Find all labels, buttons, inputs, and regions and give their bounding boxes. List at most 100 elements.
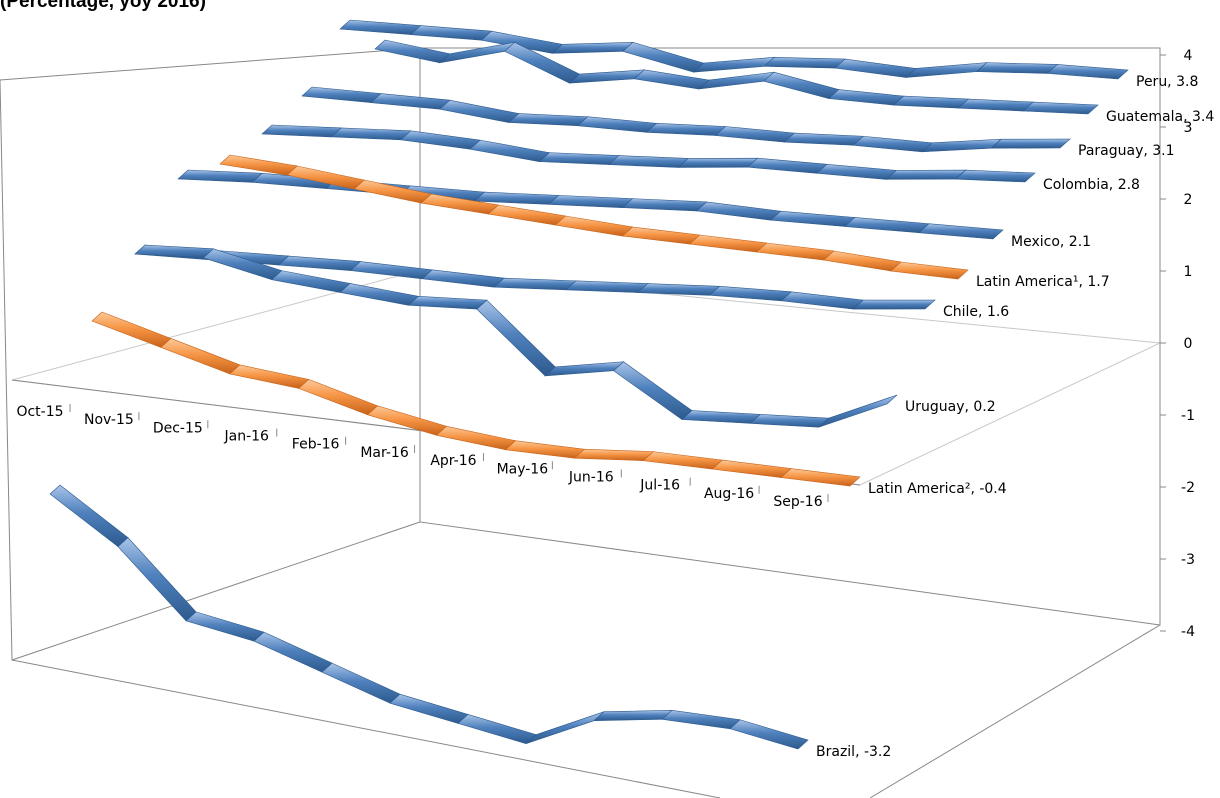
ribbon-segment (714, 126, 796, 143)
ribbon-segment (780, 468, 861, 487)
ribbon-segment (565, 280, 649, 293)
ribbon-segment (783, 132, 865, 146)
series-ribbons (49, 19, 1129, 750)
series-ribbon-6 (134, 244, 936, 310)
chart-title: (Percentage, yoy 2016) (0, 0, 206, 12)
ribbon-segment (695, 201, 782, 221)
series-label: Latin America¹, 1.7 (976, 274, 1110, 290)
ribbon-segment (692, 56, 776, 73)
ribbon-segment (749, 414, 830, 428)
ribbon-segment (277, 255, 362, 271)
ribbon-segment (439, 99, 520, 123)
ribbon-segment (918, 223, 1004, 240)
series-label: Paraguay, 3.1 (1078, 143, 1175, 159)
ribbon-segment (229, 364, 310, 389)
value-gridlines (1160, 54, 1166, 632)
category-tick-label: Nov-15 (84, 412, 134, 428)
ribbon-segment (435, 425, 517, 451)
ribbon-segment (253, 631, 333, 673)
ribbon-segment (339, 283, 420, 306)
ribbon-segment (438, 41, 516, 64)
floor-front-edge (11, 659, 721, 798)
ribbon-segment (117, 537, 197, 622)
ribbon-segment (177, 169, 263, 183)
series-ribbon-8 (91, 311, 861, 487)
ribbon-segment (185, 611, 265, 642)
ribbon-segment (954, 169, 1036, 183)
ribbon-segment (544, 361, 625, 377)
ribbon-segment (816, 163, 897, 180)
value-tick-labels: 4 3 2 1 0 -1 -2 -3 -4 (1181, 48, 1195, 640)
series-label: Peru, 3.8 (1136, 74, 1198, 90)
ribbon-segment (389, 693, 469, 724)
ribbon-segment (746, 157, 828, 174)
ribbon-segment (410, 25, 493, 41)
series-label: Brazil, -3.2 (816, 744, 891, 760)
ribbon-segment (134, 244, 215, 259)
ribbon-segment (677, 157, 759, 168)
category-tick-label: Jul-16 (639, 478, 680, 494)
value-tick-label: 1 (1184, 264, 1193, 280)
ribbon-segment (642, 451, 723, 470)
ribbon-segment (400, 130, 481, 150)
left-wall (0, 47, 421, 661)
ribbon-segment (890, 261, 969, 280)
ribbon-segment (823, 250, 902, 272)
ribbon-segment (613, 361, 693, 420)
category-tick-label: Dec-15 (153, 420, 203, 436)
ribbon-segment (330, 127, 412, 141)
category-tick-label: Jan-16 (224, 429, 270, 445)
category-tick-label: Aug-16 (704, 486, 754, 502)
series-ribbon-0 (339, 19, 1129, 80)
series-label: Mexico, 2.1 (1011, 234, 1091, 250)
floor-right-edge (869, 624, 1161, 798)
ribbon-segment (990, 138, 1071, 149)
value-tick-label: 3 (1184, 120, 1193, 136)
ribbon-segment (756, 242, 835, 261)
category-tick-labels: Oct-15 Nov-15 Dec-15 Jan-16 Feb-16 Mar-16 Apr-… (16, 404, 829, 510)
ribbon-segment (457, 714, 537, 744)
ribbon-segment (921, 138, 1002, 153)
ribbon-segment (469, 139, 551, 162)
ribbon-segment (957, 98, 1034, 112)
ribbon-segment (904, 62, 988, 78)
value-tick-label: -2 (1181, 480, 1195, 496)
series-label: Uruguay, 0.2 (905, 399, 996, 415)
ribbon-segment (160, 338, 241, 375)
ribbon-segment (339, 19, 422, 35)
ribbon-segment (645, 123, 727, 136)
category-tick-label: May-16 (497, 461, 549, 477)
ribbon-segment (370, 93, 451, 110)
value-tick-label: -4 (1181, 624, 1195, 640)
ribbon-segment (538, 152, 620, 165)
series-labels: Peru, 3.8 Guatemala, 3.4 Paraguay, 3.1 Colo… (816, 74, 1214, 760)
ribbon-segment (576, 116, 658, 133)
ribbon-segment (818, 394, 898, 428)
ribbon-segment (763, 71, 840, 99)
ribbon-segment (698, 71, 775, 90)
ribbon-segment (633, 69, 710, 90)
category-tick-label: Jun-16 (568, 469, 614, 485)
ribbon-segment (892, 95, 970, 109)
ribbon-segment (593, 710, 673, 722)
ribbon-segment (852, 135, 933, 153)
value-tick-label: 4 (1184, 48, 1193, 64)
ribbon-segment (621, 198, 708, 212)
category-tick-label: Feb-16 (292, 437, 340, 453)
ribbon-segment (367, 405, 448, 436)
ribbon-segment (573, 448, 655, 461)
ribbon-segment (1046, 64, 1129, 80)
ribbon-segment (622, 41, 705, 73)
ribbon-segment (421, 269, 505, 288)
ribbon-segment (476, 299, 556, 377)
series-ribbon-9 (49, 484, 809, 750)
ribbon-segment (271, 270, 351, 293)
ribbon-segment (321, 662, 401, 704)
ribbon-segment (525, 711, 605, 744)
ribbon-segment (844, 217, 930, 234)
ribbon-segment (763, 56, 846, 69)
value-tick-label: 2 (1184, 192, 1193, 208)
ribbon-segment (487, 204, 567, 226)
ribbon-segment (828, 89, 905, 106)
